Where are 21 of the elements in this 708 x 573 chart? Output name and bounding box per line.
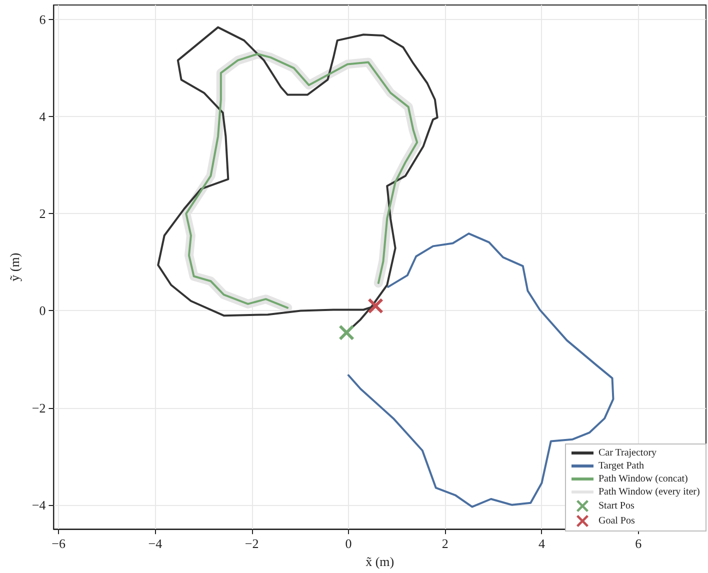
x-tick-label: 2 [442, 536, 448, 552]
y-tick-label: 4 [39, 109, 46, 124]
y-tick-label: 2 [39, 206, 46, 222]
legend-label: Goal Pos [598, 516, 635, 526]
x-tick-label: 0 [345, 536, 352, 552]
x-tick-label: −2 [244, 536, 259, 552]
y-tick-label: 6 [39, 12, 46, 28]
x-tick-label: −4 [148, 536, 163, 552]
y-tick-label: −4 [32, 497, 46, 512]
legend-label: Path Window (concat) [598, 474, 688, 484]
x-tick-label: 4 [538, 536, 546, 552]
legend-label: Car Trajectory [598, 448, 657, 458]
legend-label: Start Pos [598, 500, 634, 512]
y-tick-label: −2 [32, 400, 46, 416]
x-tick-label: −6 [52, 536, 66, 552]
x-axis-title: x̃ (m) [366, 554, 394, 569]
y-tick-label: 0 [39, 303, 46, 318]
legend-label: Target Path [598, 460, 644, 472]
x-tick-label: 6 [635, 536, 642, 552]
legend-label: Path Window (every iter) [598, 486, 700, 498]
y-axis-title: ỹ (m) [7, 252, 22, 282]
